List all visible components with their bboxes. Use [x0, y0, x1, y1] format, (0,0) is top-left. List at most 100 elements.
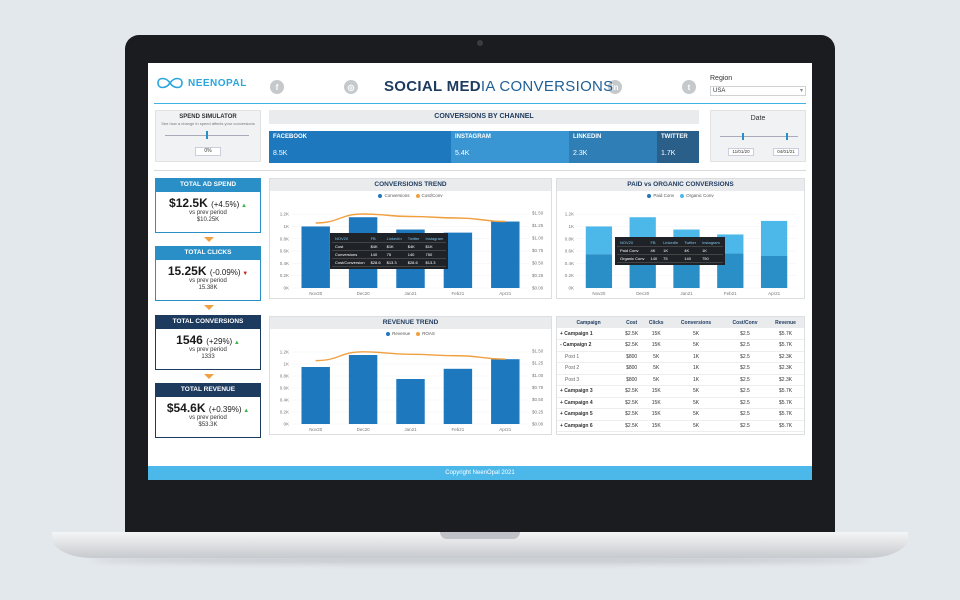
table-cell: 15K — [643, 420, 670, 432]
table-row[interactable]: + Campaign 4 $2.5K 15K 5K $2.5 $5.7K — [557, 397, 804, 409]
tooltip-header-cell: FB — [367, 235, 384, 243]
x-tick-label: Jan21 — [404, 291, 417, 296]
kpi-value: $54.6K (+0.39%) ▲ — [156, 401, 260, 415]
bar-revenue[interactable] — [396, 379, 425, 424]
date-slider-end-handle[interactable] — [786, 133, 788, 140]
table-row[interactable]: + Campaign 1 $2.5K 15K 5K $2.5 $5.7K — [557, 328, 804, 340]
table-cell: $2.5 — [722, 408, 768, 421]
table-header-row: Campaign Cost Clicks Conversions Cost/Conv Re… — [557, 317, 804, 328]
tooltip-cell: 140 — [647, 254, 661, 263]
tooltip-row: Paid Conv 4K 1K 4K 1K — [617, 246, 723, 255]
campaign-name-cell: Post 3 — [557, 374, 621, 386]
table-cell: $2.3K — [767, 351, 804, 363]
laptop-base — [52, 532, 908, 558]
channel-value: 8.5K — [273, 150, 288, 157]
laptop-shadow — [90, 556, 870, 564]
tooltip-header-cell: Twitter — [681, 239, 700, 247]
facebook-icon[interactable]: f — [270, 80, 284, 94]
trend-down-icon: ▼ — [240, 271, 249, 277]
spend-simulator-value[interactable]: 0% — [195, 147, 221, 156]
table-row[interactable]: + Campaign 3 $2.5K 15K 5K $2.5 $5.7K — [557, 385, 804, 398]
table-header-cell[interactable]: Revenue — [767, 317, 804, 328]
table-row[interactable]: + Campaign 6 $2.5K 15K 5K $2.5 $5.7K — [557, 420, 804, 432]
channel-instagram[interactable]: INSTAGRAM 5.4K — [451, 131, 569, 163]
footer: Copyright NeenOpal 2021 — [148, 466, 812, 480]
table-row[interactable]: - Campaign 2 $2.5K 15K 5K $2.5 $5.7K — [557, 339, 804, 352]
title-bold: SOCIAL MED — [384, 78, 481, 95]
table-header-cell[interactable]: Clicks — [643, 317, 670, 328]
kpi-number: 15.25K — [167, 264, 207, 278]
tooltip-cell: $28.6 — [367, 258, 384, 267]
tooltip-cell: 75 — [660, 254, 682, 263]
table-cell: 1K — [669, 374, 723, 386]
table-cell: $2.5K — [620, 339, 644, 352]
kpi-value: $12.5K (+4.5%) ▲ — [156, 196, 260, 210]
channel-linkedin[interactable]: LINKEDIN 2.3K — [569, 131, 657, 163]
table-cell: 5K — [669, 328, 723, 340]
twitter-icon[interactable]: t — [682, 80, 696, 94]
instagram-icon[interactable]: ◎ — [344, 80, 358, 94]
table-row[interactable]: + Campaign 5 $2.5K 15K 5K $2.5 $5.7K — [557, 408, 804, 421]
trend-up-icon: ▲ — [241, 408, 250, 414]
chevron-down-icon — [204, 305, 214, 310]
kpi-card: 15.25K (-0.09%) ▼ vs prev period 15.38K — [155, 259, 261, 301]
campaign-name-cell: + Campaign 1 — [557, 328, 621, 340]
kpi-number: $12.5K — [169, 196, 208, 210]
camera-icon — [477, 40, 483, 46]
y-right-tick-label: $1.50 — [532, 348, 544, 353]
channel-value: 1.7K — [661, 150, 676, 157]
y-right-tick-label: $0.25 — [532, 273, 544, 278]
y-tick-label: 0.6K — [565, 249, 574, 254]
table-cell: $800 — [620, 362, 644, 375]
bar-revenue[interactable] — [443, 368, 473, 424]
tooltip-cell: $1K — [383, 242, 405, 251]
bar-paid-conv[interactable] — [585, 254, 613, 288]
date-slider-track[interactable] — [720, 136, 798, 137]
table-header-cell[interactable]: Cost — [620, 317, 644, 328]
bar-revenue[interactable] — [301, 367, 330, 424]
spend-slider-handle[interactable] — [206, 131, 208, 139]
y-right-tick-label: $1.00 — [532, 236, 544, 241]
x-tick-label: Apr21 — [768, 291, 781, 296]
tooltip-header: NOV20 FB LinkedIn Twitter Instagram — [617, 239, 723, 247]
kpi-prev-value: $10.25K — [196, 217, 220, 223]
table-header-cell[interactable]: Conversions — [669, 317, 723, 328]
bar-revenue[interactable] — [348, 355, 378, 424]
table-cell: $5.7K — [767, 385, 804, 398]
kpi-title: TOTAL CLICKS — [155, 246, 261, 259]
paid-vs-organic-legend: Paid Conv Organic Conv — [557, 193, 804, 198]
revenue-trend-legend: Revenue ROAS — [270, 331, 551, 336]
campaign-name-cell: Post 1 — [557, 351, 621, 363]
table-header-cell[interactable]: Cost/Conv — [722, 317, 768, 328]
region-select[interactable]: USA ▾ — [710, 86, 806, 96]
bar-paid-conv[interactable] — [760, 256, 788, 288]
kpi-sub-label: vs prev period — [189, 210, 227, 216]
conversions-trend-tooltip: NOV20 FB LinkedIn Twitter Instagram Cost $4K $1… — [330, 233, 449, 269]
y-right-tick-label: $0.75 — [532, 385, 544, 390]
revenue-trend-chart: 0K 0.2K 0.4K 0.6K 0.8K 1K 1.2K $0.00 $0.25 $0.50 $… — [280, 348, 544, 432]
header-divider — [154, 103, 806, 104]
spend-simulator: SPEND SIMULATOR See how a change in spen… — [155, 110, 261, 162]
date-end-input[interactable]: 04/01/21 — [773, 148, 799, 156]
tooltip-cell: $1K — [422, 242, 447, 251]
x-tick-label: Jan21 — [680, 291, 693, 296]
date-start-input[interactable]: 11/01/20 — [728, 148, 754, 156]
bar-conversions[interactable] — [301, 226, 330, 288]
tooltip-row: Cost/Conversion $28.6 $13.3 $28.6 $13.3 — [332, 258, 447, 267]
channel-twitter[interactable]: TWITTER 1.7K — [657, 131, 699, 163]
tooltip-cell: $4K — [367, 242, 384, 251]
channel-facebook[interactable]: FACEBOOK 8.5K — [269, 131, 451, 163]
bar-organic-conv[interactable] — [760, 220, 788, 256]
table-header-cell[interactable]: Campaign — [557, 317, 621, 328]
date-slider-start-handle[interactable] — [742, 133, 744, 140]
bar-conversions[interactable] — [491, 221, 520, 288]
paid-vs-organic-panel: PAID vs ORGANIC CONVERSIONS Paid Conv Or… — [556, 178, 805, 299]
linkedin-icon[interactable]: in — [608, 80, 622, 94]
bar-conversions[interactable] — [443, 232, 473, 288]
tooltip-header-cell: NOV20 — [332, 235, 368, 243]
bar-organic-conv[interactable] — [585, 226, 613, 255]
line-roas — [315, 351, 506, 362]
tooltip-cell: $28.6 — [404, 258, 423, 267]
table-row: Post 2 $800 5K 1K $2.5 $2.3K — [557, 362, 804, 375]
bar-revenue[interactable] — [491, 359, 520, 424]
